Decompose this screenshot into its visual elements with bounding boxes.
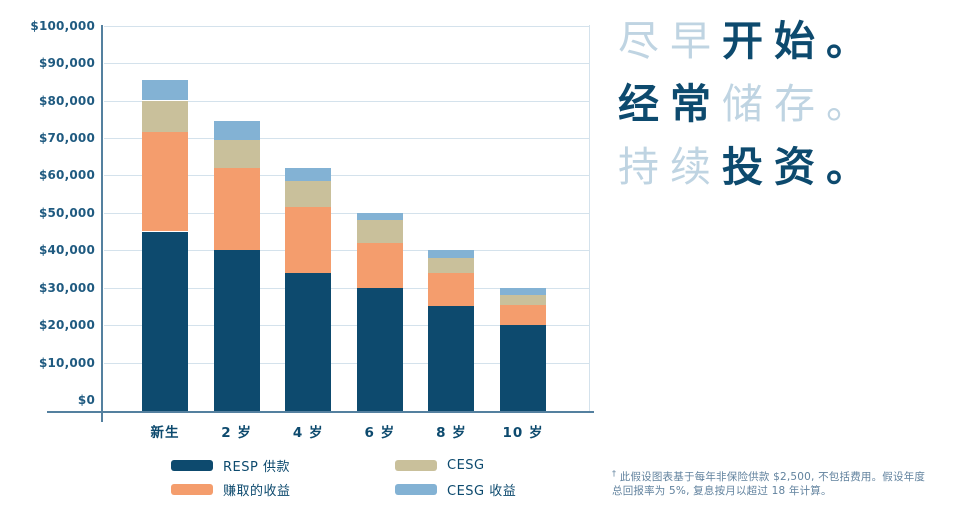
bar-segment [213,167,260,251]
x-axis-category-label: 6 岁 [364,425,396,441]
headline-segment: 尽早 [618,17,722,65]
bar-segment [428,250,475,258]
x-axis-category-label: 新生 [150,425,180,441]
x-axis-category-label: 8 岁 [436,425,467,441]
headline-segment: 经常 [618,80,722,128]
x-axis-category-label: 10 岁 [502,425,544,441]
bar-segment [213,121,260,140]
bar-segment [356,220,403,243]
bar-segment [285,181,332,208]
y-axis-tick-label: $30,000 [38,280,95,295]
legend-column-2: CESG CESG 收益 [395,457,516,505]
headline-line: 持续投资。 [618,136,948,199]
bar-segment [142,231,188,413]
bar-segment [500,295,546,305]
legend-label: 赚取的收益 [223,483,291,499]
x-axis-line [47,411,594,413]
y-axis-tick-label: $100,000 [30,18,95,33]
legend-swatch [171,483,213,495]
footnote-line-1: 此假设图表基于每年非保险供款 $2,500, 不包括费用。假设年度 [616,471,926,483]
legend-label: CESG [447,457,485,473]
gridline [104,63,589,64]
bar-segment [500,304,546,326]
y-axis-tick-label: $90,000 [38,56,95,70]
headline-segment: 储存 [722,80,826,128]
y-axis-tick-label: $80,000 [38,93,95,108]
gridline [104,100,589,102]
footnote: † 此假设图表基于每年非保险供款 $2,500, 不包括费用。假设年度 总回报率… [612,467,950,498]
bar-segment [356,287,403,413]
legend-label: CESG 收益 [447,483,517,499]
bar-segment [142,100,188,133]
bar-segment [428,272,475,307]
headline-line: 经常储存。 [618,73,948,136]
resp-growth-chart: $0 $10,000 $20,000 $30,000 $40,000 $50,000 $60… [30,18,594,505]
bar-segment [428,257,475,273]
headline-segment: 。 [826,80,878,128]
gridline [104,362,589,364]
bar-segment [142,79,188,101]
bar-segment [356,242,403,288]
headline-segment: 持续 [618,143,722,191]
legend-item: CESG [395,457,516,473]
bar-segment [428,306,475,413]
headline-segment: 。 [826,17,878,65]
bar-segment [356,212,403,221]
x-axis-category-label: 2 岁 [221,425,252,441]
gridline [104,250,589,252]
bar-segment [285,167,332,181]
gridline [104,287,589,289]
bar-segment [285,207,332,273]
y-axis-tick-label: $70,000 [38,130,95,145]
y-axis-tick-label: $50,000 [38,205,95,220]
gridline [104,25,589,27]
legend-item: CESG 收益 [395,481,517,499]
gridline [104,175,589,177]
footnote-dagger: † [612,469,617,478]
footnote-line-2: 总回报率为 5%, 复息按月以超过 18 年计算。 [612,485,832,497]
plot-right-border [589,25,590,412]
bar-segment [213,250,260,413]
headline: 尽早开始。 经常储存。 持续投资。 [618,10,948,199]
y-axis-tick-label: $20,000 [38,318,95,333]
bar-segment [500,287,546,296]
y-axis-tick-label: $40,000 [38,243,95,258]
headline-segment: 投资 [722,143,826,191]
y-axis-tick-label: $10,000 [38,355,95,370]
legend-swatch [395,459,437,471]
bar-segment [285,272,332,413]
y-axis-line [101,25,103,422]
legend-column-1: RESP 供款 赚取的收益 [171,457,291,505]
headline-segment: 。 [826,143,878,191]
gridline [104,137,589,139]
headline-line: 尽早开始。 [618,10,948,73]
legend-swatch [171,459,213,471]
x-axis-category-label: 4 岁 [292,425,324,441]
headline-segment: 开始 [722,17,826,65]
y-axis-tick-label: $60,000 [38,168,95,183]
legend-label: RESP 供款 [223,459,290,475]
legend-swatch [395,483,437,495]
gridline [104,212,589,214]
bar-segment [213,139,260,168]
gridline [104,325,589,327]
legend-item: 赚取的收益 [171,481,291,499]
y-axis-tick-label: $0 [77,393,95,407]
bar-segment [142,132,188,232]
bar-segment [500,325,546,413]
legend-item: RESP 供款 [171,457,291,475]
